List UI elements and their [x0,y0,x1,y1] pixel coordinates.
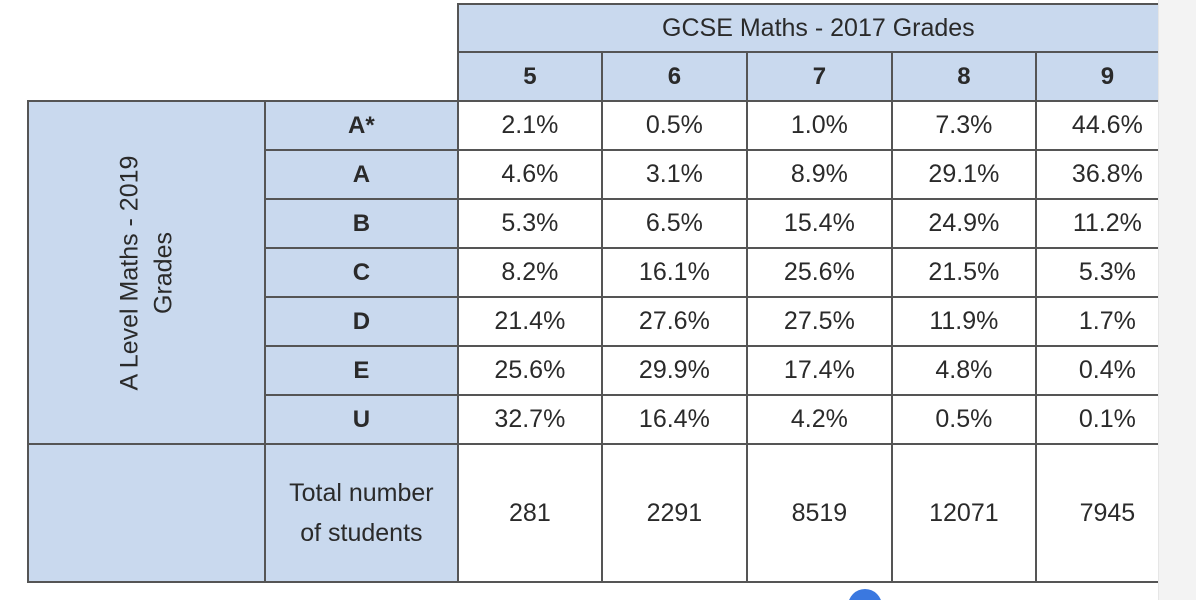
table-cell: 29.9% [600,345,748,396]
table-cell: 27.5% [745,296,893,347]
a-level-side-label: A Level Maths - 2019 Grades [115,155,178,390]
grades-table: GCSE Maths - 2017 Grades 5 6 7 8 9 A Lev… [27,3,1180,583]
table-cell: 6.5% [600,198,748,249]
table-cell: 27.6% [600,296,748,347]
a-level-grade-header: C [263,247,459,298]
a-level-grade-header: B [263,198,459,249]
a-level-grade-header: E [263,345,459,396]
table-cell: 3.1% [600,149,748,200]
a-level-grade-header: D [263,296,459,347]
table-cell: 8.9% [745,149,893,200]
a-level-grade-header: U [263,394,459,445]
table-cell: 25.6% [456,345,603,396]
scrollbar-track[interactable] [1158,0,1196,600]
gcse-grade-header: 7 [745,51,893,102]
table-cell: 1.7% [1034,296,1180,347]
table-cell: 5.3% [1034,247,1180,298]
table-cell: 5.3% [456,198,603,249]
total-cell: 12071 [890,443,1037,583]
totals-side-cell [27,443,266,583]
table-cell: 25.6% [745,247,893,298]
gcse-grade-header: 9 [1034,51,1180,102]
table-cell: 1.0% [745,100,893,151]
table-cell: 16.4% [600,394,748,445]
table-cell: 29.1% [890,149,1037,200]
table-cell: 16.1% [600,247,748,298]
side-label-cell: A Level Maths - 2019 Grades [27,100,266,445]
table-cell: 21.4% [456,296,603,347]
empty-corner [28,52,458,101]
gcse-grade-header: 6 [600,51,748,102]
total-cell: 7945 [1034,443,1180,583]
table-cell: 7.3% [890,100,1037,151]
table-cell: 0.5% [600,100,748,151]
a-level-grade-header: A [263,149,459,200]
gcse-grade-header: 5 [456,51,603,102]
table-cell: 32.7% [456,394,603,445]
a-level-grade-header: A* [263,100,459,151]
table-cell: 24.9% [890,198,1037,249]
empty-corner [28,4,458,52]
total-cell: 2291 [600,443,748,583]
total-cell: 8519 [745,443,893,583]
table-cell: 0.5% [890,394,1037,445]
gcse-grade-header: 8 [890,51,1037,102]
table-title: GCSE Maths - 2017 Grades [456,3,1180,53]
total-students-label: Total number of students [263,443,459,583]
table-cell: 21.5% [890,247,1037,298]
table-cell: 4.8% [890,345,1037,396]
table-cell: 4.6% [456,149,603,200]
table-cell: 15.4% [745,198,893,249]
blue-dot-indicator [848,589,882,600]
total-cell: 281 [456,443,603,583]
table-cell: 0.4% [1034,345,1180,396]
table-cell: 2.1% [456,100,603,151]
table-cell: 11.2% [1034,198,1180,249]
table-cell: 8.2% [456,247,603,298]
table-cell: 17.4% [745,345,893,396]
table-cell: 4.2% [745,394,893,445]
table-cell: 11.9% [890,296,1037,347]
